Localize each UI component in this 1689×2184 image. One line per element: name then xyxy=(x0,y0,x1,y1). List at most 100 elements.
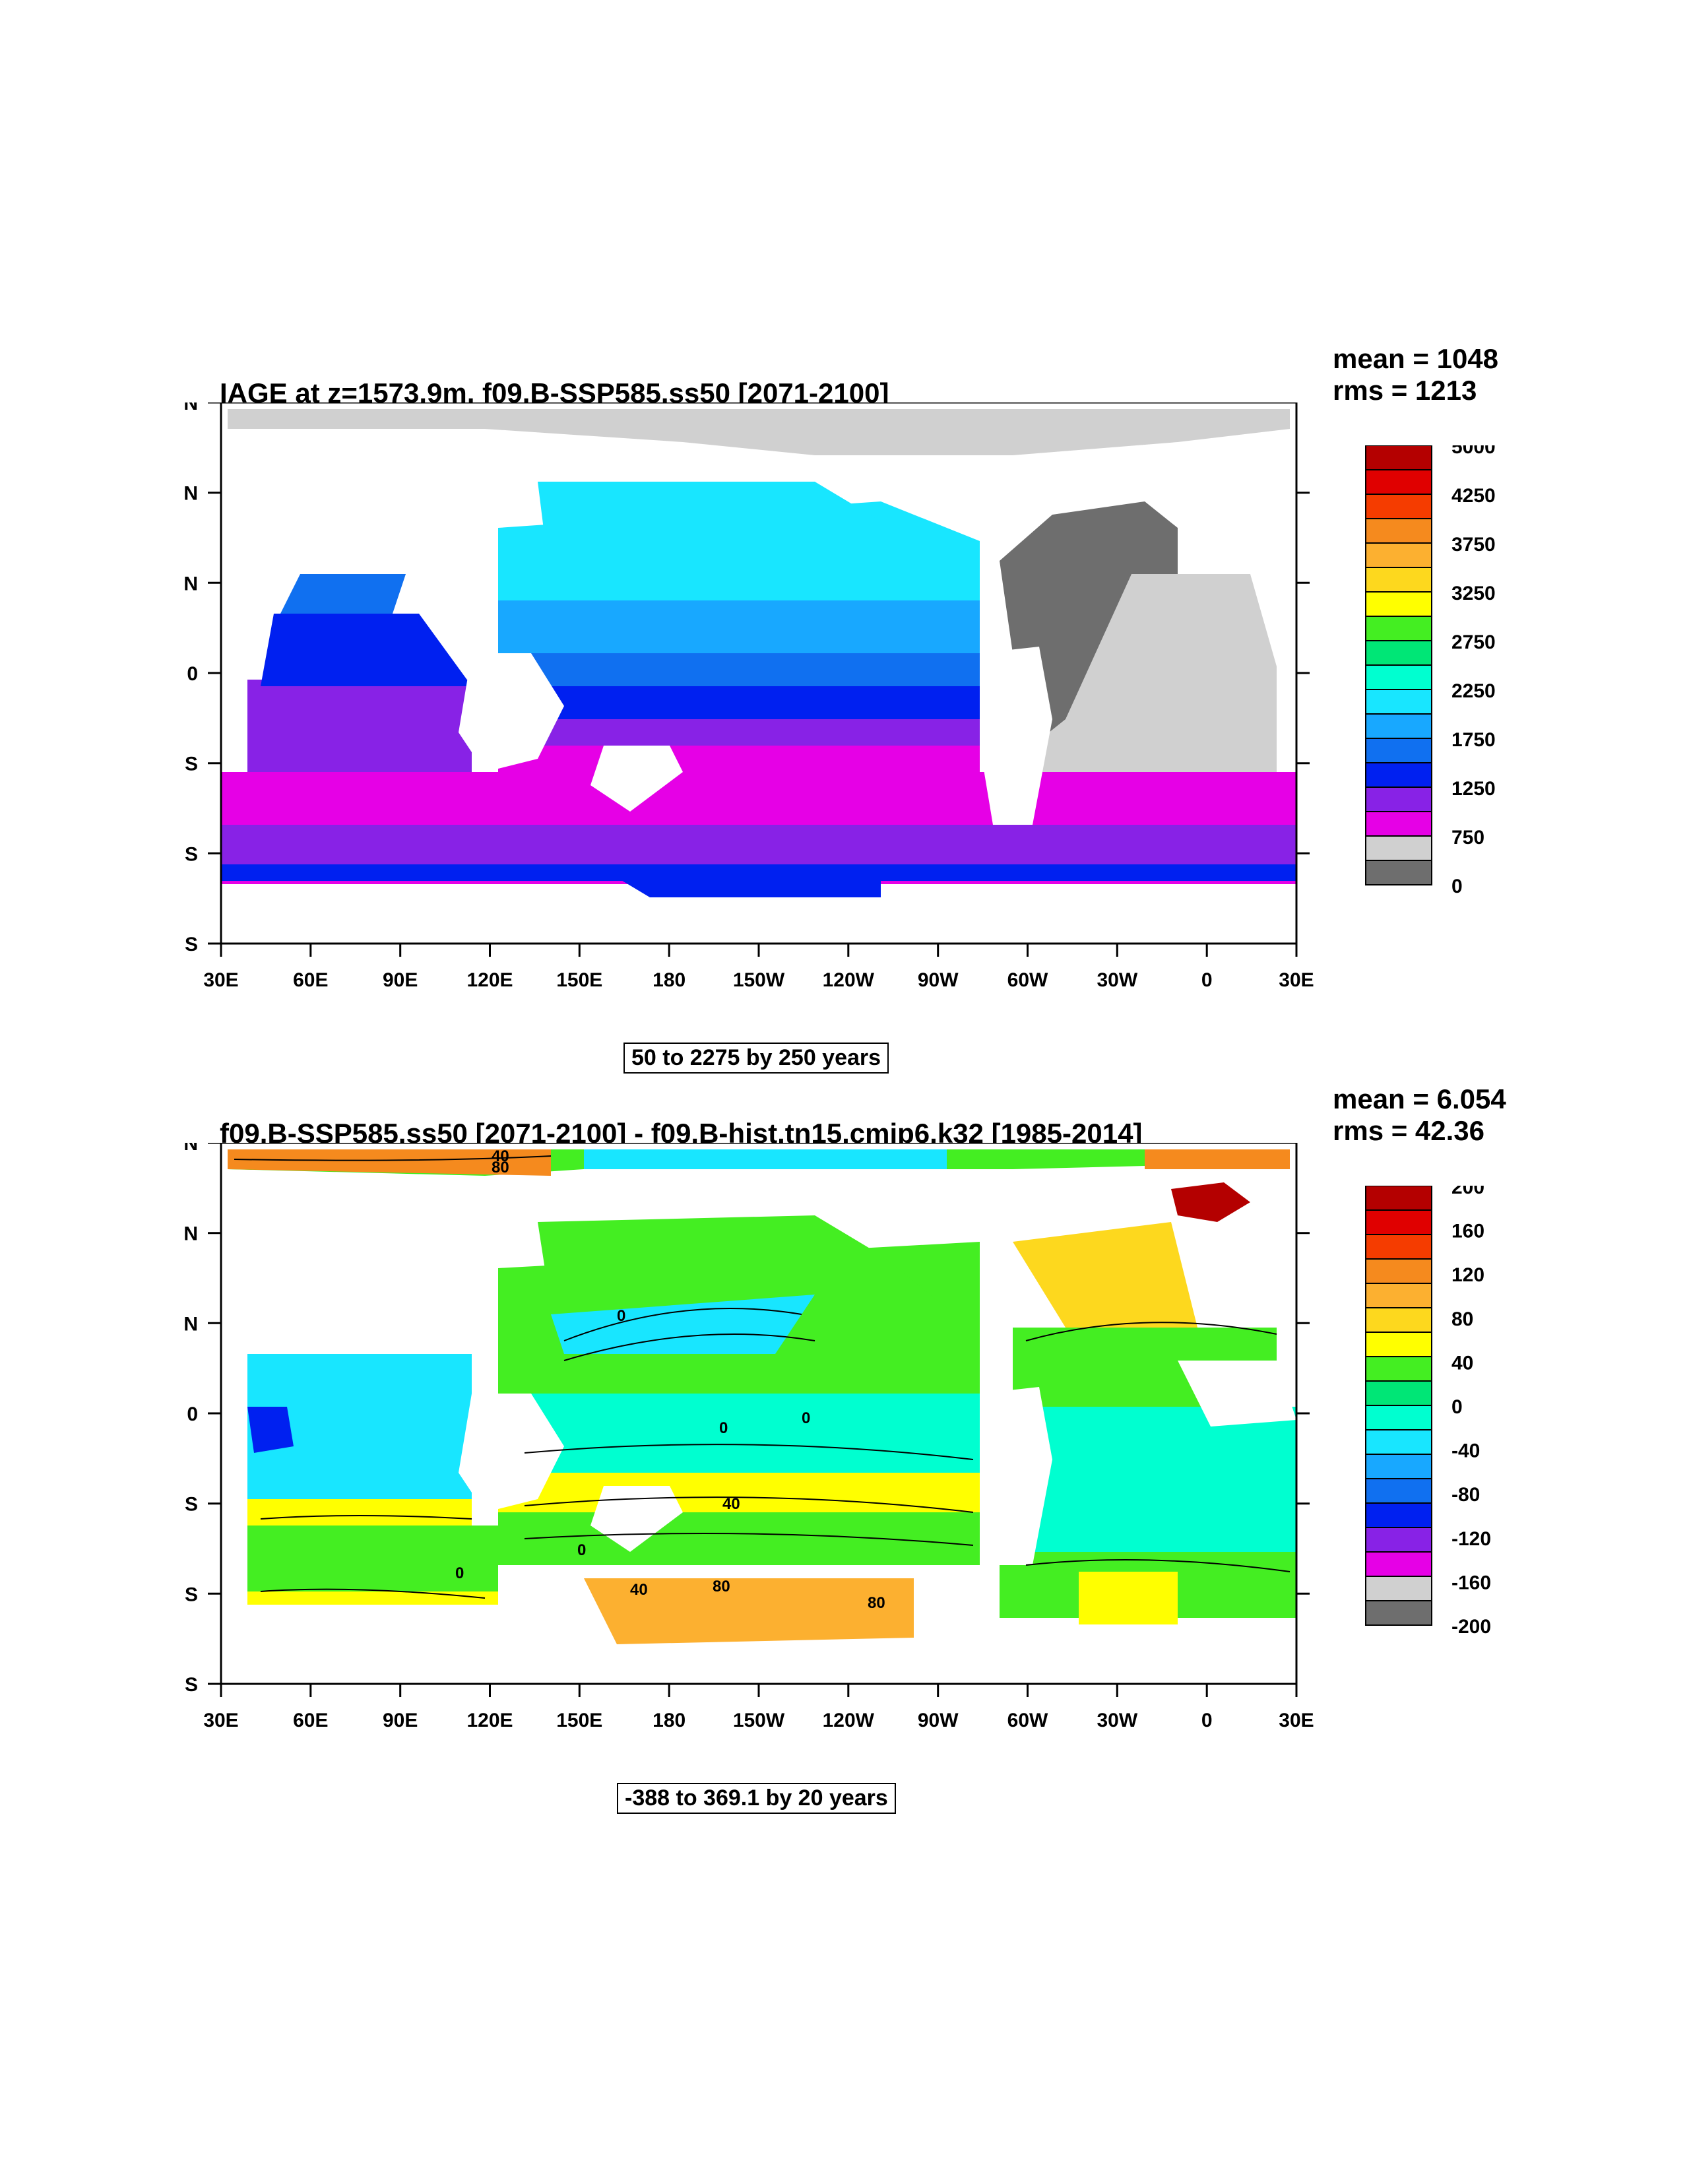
contour-label: 80 xyxy=(713,1578,730,1595)
lon-label: 90W xyxy=(918,969,959,991)
colorbar-swatch xyxy=(1365,1258,1432,1284)
contour-label: 80 xyxy=(868,1594,885,1612)
colorbar-swatch xyxy=(1365,1429,1432,1455)
lon-label: 60W xyxy=(1007,969,1048,991)
contour-range-label: 50 to 2275 by 250 years xyxy=(623,1043,889,1074)
lat-label: 30N xyxy=(185,1313,198,1335)
colorbar-swatch xyxy=(1365,713,1432,739)
lon-label: 30E xyxy=(1279,1710,1314,1731)
map-plot: 40 80 0 0 0 40 0 40 80 80 0 xyxy=(185,1143,1314,1731)
lon-label: 30W xyxy=(1097,1710,1137,1731)
contour-label: 40 xyxy=(492,1147,509,1165)
lat-label: 30S xyxy=(185,754,198,775)
contour-label: 0 xyxy=(577,1541,586,1559)
colorbar-label: 120 xyxy=(1451,1264,1484,1286)
lon-label: 60E xyxy=(293,1710,328,1731)
colorbar-label: 0 xyxy=(1451,876,1463,897)
colorbar-swatch xyxy=(1365,811,1432,837)
lat-label: 60N xyxy=(185,1223,198,1245)
colorbar-swatch xyxy=(1365,1307,1432,1333)
colorbar-label: 3250 xyxy=(1451,583,1496,604)
mean-stat: mean = 1048 xyxy=(1333,343,1499,374)
lat-label: 60S xyxy=(185,843,198,865)
colorbar-swatch xyxy=(1365,1234,1432,1260)
colorbar-label: -200 xyxy=(1451,1616,1491,1638)
colorbar-swatch xyxy=(1365,542,1432,568)
lon-label: 150W xyxy=(733,969,785,991)
colorbar-swatch xyxy=(1365,1186,1432,1211)
panel-age: IAGE at z=1573.9m, f09.B-SSP585.ss50 [20… xyxy=(0,343,1689,1082)
colorbar-swatch xyxy=(1365,1551,1432,1577)
lat-label: 0 xyxy=(187,1403,198,1425)
colorbar-label: 200 xyxy=(1451,1186,1484,1198)
contour-label: 0 xyxy=(802,1409,810,1427)
colorbar-swatch xyxy=(1365,494,1432,519)
map-field xyxy=(221,402,1296,944)
lon-label: 30E xyxy=(1279,969,1314,991)
lon-label: 90W xyxy=(918,1710,959,1731)
colorbar-swatch xyxy=(1365,738,1432,763)
colorbar-label: 80 xyxy=(1451,1308,1473,1330)
colorbar-swatch xyxy=(1365,1209,1432,1235)
lon-label: 150W xyxy=(733,1710,785,1731)
colorbar-swatch xyxy=(1365,591,1432,617)
colorbar-swatch xyxy=(1365,640,1432,666)
lat-ticks xyxy=(208,402,1310,945)
colorbar-swatch xyxy=(1365,616,1432,641)
colorbar-swatch xyxy=(1365,518,1432,544)
lon-label: 90E xyxy=(383,969,418,991)
contour-label: 0 xyxy=(719,1419,728,1437)
colorbar-label: -40 xyxy=(1451,1440,1480,1462)
colorbar-swatch xyxy=(1365,664,1432,690)
lon-ticks xyxy=(220,944,1298,957)
colorbar-label: 1250 xyxy=(1451,778,1496,800)
colorbar-label: 5000 xyxy=(1451,445,1496,458)
colorbar-swatch xyxy=(1365,1405,1432,1430)
lon-label: 0 xyxy=(1201,1710,1213,1731)
colorbar-label: 3750 xyxy=(1451,534,1496,556)
map-plot: 30E 60E 90E 120E 150E 180 150W 120W 90W … xyxy=(185,402,1314,991)
colorbar-swatch xyxy=(1365,835,1432,861)
colorbar-swatch xyxy=(1365,469,1432,495)
colorbar-label: -120 xyxy=(1451,1528,1491,1550)
colorbar-swatch xyxy=(1365,787,1432,812)
colorbar-swatch xyxy=(1365,1283,1432,1308)
colorbar-swatch xyxy=(1365,1356,1432,1382)
contour-label: 80 xyxy=(492,1159,509,1176)
colorbar-swatch xyxy=(1365,1502,1432,1528)
lon-ticks xyxy=(220,1684,1298,1697)
colorbar-label: 0 xyxy=(1451,1396,1463,1418)
lon-label: 60W xyxy=(1007,1710,1048,1731)
contour-label: 40 xyxy=(630,1581,648,1599)
contour-label: 0 xyxy=(455,1564,464,1582)
colorbar-swatch xyxy=(1365,567,1432,593)
lon-label: 120W xyxy=(823,1710,875,1731)
lon-label: 120W xyxy=(823,969,875,991)
contour-label: 0 xyxy=(617,1307,625,1325)
lon-label: 180 xyxy=(653,969,685,991)
lat-label: 30N xyxy=(185,573,198,594)
lon-label: 180 xyxy=(653,1710,685,1731)
lon-label: 150E xyxy=(556,1710,602,1731)
lon-label: 120E xyxy=(466,969,513,991)
lat-label: 90S xyxy=(185,934,198,955)
lat-label: 90S xyxy=(185,1674,198,1696)
lat-ticks xyxy=(208,1143,1310,1685)
colorbar-swatch xyxy=(1365,1380,1432,1406)
map-field xyxy=(221,1143,1296,1684)
lat-label: 60S xyxy=(185,1584,198,1605)
colorbar-swatch xyxy=(1365,689,1432,715)
colorbar-label: -160 xyxy=(1451,1572,1491,1593)
lon-label: 120E xyxy=(466,1710,513,1731)
colorbar-label: 160 xyxy=(1451,1221,1484,1242)
colorbar-label: 1750 xyxy=(1451,729,1496,751)
colorbar-label: 2250 xyxy=(1451,680,1496,702)
colorbar-swatch xyxy=(1365,1332,1432,1357)
colorbar-swatch xyxy=(1365,1454,1432,1479)
lat-label: 90N xyxy=(185,1143,198,1155)
colorbar-swatch xyxy=(1365,1576,1432,1601)
contour-range-label: -388 to 369.1 by 20 years xyxy=(617,1783,896,1814)
lon-label: 150E xyxy=(556,969,602,991)
lon-label: 0 xyxy=(1201,969,1213,991)
colorbar: 200 160 120 80 40 0 -40 -80 -120 -160 -200 xyxy=(1365,1186,1491,1638)
